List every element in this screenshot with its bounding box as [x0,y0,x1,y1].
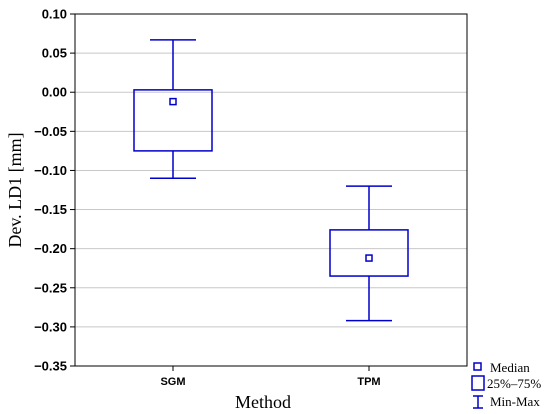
legend-box-symbol [471,375,485,391]
y-ticks: 0.10 0.05 0.00 −0.05 −0.10 −0.15 −0.20 −0.25 −0.… [34,7,75,374]
y-tick-label: −0.10 [34,163,67,178]
legend-median-label: Median [490,360,530,375]
y-tick-label: −0.25 [34,280,67,295]
iqr-box [329,229,409,277]
x-category-label: SGM [160,376,185,388]
y-tick-label: −0.05 [34,124,67,139]
y-tick-label: −0.15 [34,202,67,217]
legend-box-label: 25%–75% [487,376,541,391]
median-marker [365,254,373,262]
y-axis-title: Dev. LD1 [mm] [5,132,25,247]
y-tick-label: −0.20 [34,241,67,256]
y-tick-label: 0.10 [42,7,67,22]
legend: Median 25%–75% Min-Max [471,360,541,409]
grid-lines [75,52,467,328]
x-category-label: TPM [357,376,380,388]
iqr-box [133,89,213,152]
legend-median-symbol [473,362,482,371]
y-tick-label: 0.00 [42,85,67,100]
x-axis-title: Method [235,392,291,412]
x-categories: SGM TPM [160,366,381,388]
y-tick-label: 0.05 [42,46,67,61]
boxes [133,39,409,322]
box-sgm [133,39,213,180]
legend-minmax-label: Min-Max [490,394,540,409]
legend-minmax-symbol [473,395,483,409]
y-tick-label: −0.30 [34,319,67,334]
plot-frame [74,13,468,367]
median-marker [169,97,177,106]
box-tpm [329,185,409,322]
y-tick-label: −0.35 [34,359,67,374]
